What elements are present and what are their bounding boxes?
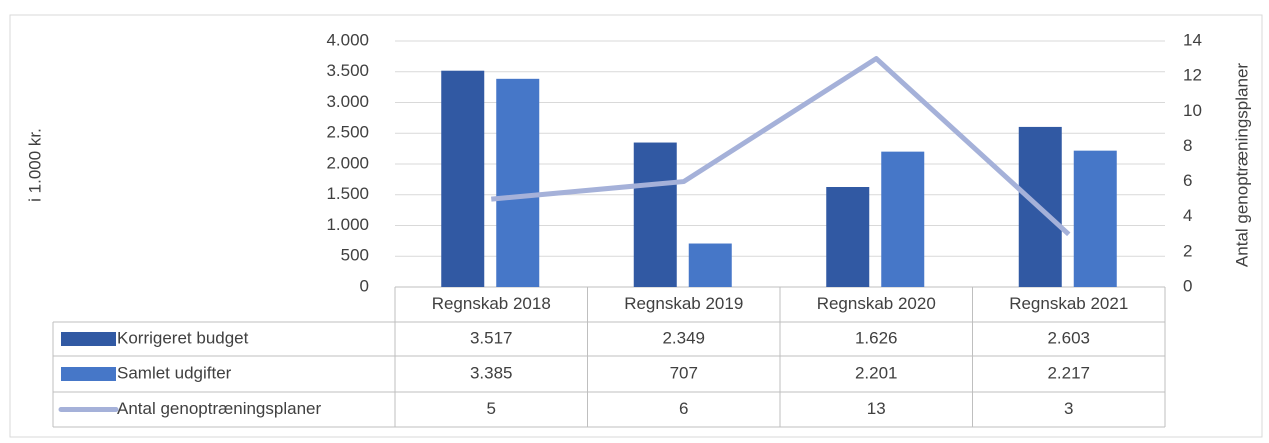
bar bbox=[1073, 150, 1117, 287]
y2-tick-label: 12 bbox=[1183, 66, 1202, 85]
y-tick-label: 1.500 bbox=[326, 184, 369, 203]
table-cell: 6 bbox=[679, 399, 688, 418]
y-tick-label: 1.000 bbox=[326, 215, 369, 234]
x-tick-label: Regnskab 2021 bbox=[1009, 294, 1128, 313]
y2-tick-label: 8 bbox=[1183, 136, 1192, 155]
table-cell: 2.349 bbox=[662, 328, 705, 347]
y-tick-label: 3.000 bbox=[326, 92, 369, 111]
x-tick-label: Regnskab 2019 bbox=[624, 294, 743, 313]
table-cell: 707 bbox=[670, 363, 698, 382]
bar bbox=[633, 142, 677, 287]
x-tick-label: Regnskab 2018 bbox=[432, 294, 551, 313]
y-tick-label: 2.500 bbox=[326, 123, 369, 142]
legend-swatch bbox=[61, 367, 116, 381]
table-cell: 2.603 bbox=[1047, 328, 1090, 347]
bar bbox=[441, 70, 485, 287]
y2-tick-label: 6 bbox=[1183, 171, 1192, 190]
table-cell: 5 bbox=[487, 399, 496, 418]
y-tick-label: 3.500 bbox=[326, 61, 369, 80]
y2-tick-label: 0 bbox=[1183, 276, 1192, 295]
y-tick-label: 4.000 bbox=[326, 30, 369, 49]
bar bbox=[881, 151, 925, 287]
table-cell: 3 bbox=[1064, 399, 1073, 418]
table-cell: 2.201 bbox=[855, 363, 898, 382]
y2-tick-label: 14 bbox=[1183, 30, 1202, 49]
bar bbox=[826, 187, 870, 287]
y2-tick-label: 2 bbox=[1183, 241, 1192, 260]
legend-label: Samlet udgifter bbox=[117, 363, 232, 382]
x-tick-label: Regnskab 2020 bbox=[817, 294, 936, 313]
y-tick-label: 2.000 bbox=[326, 153, 369, 172]
legend-label: Antal genoptræningsplaner bbox=[117, 399, 321, 418]
y-axis-label: i 1.000 kr. bbox=[25, 128, 44, 202]
table-cell: 3.385 bbox=[470, 363, 513, 382]
table-cell: 13 bbox=[867, 399, 886, 418]
y-tick-label: 0 bbox=[360, 276, 369, 295]
legend-label: Korrigeret budget bbox=[117, 328, 249, 347]
table-cell: 2.217 bbox=[1047, 363, 1090, 382]
legend-swatch bbox=[61, 332, 116, 346]
y2-tick-label: 10 bbox=[1183, 101, 1202, 120]
y2-axis-label: Antal genoptræningsplaner bbox=[1232, 63, 1251, 267]
y-tick-label: 500 bbox=[341, 246, 369, 265]
table-cell: 3.517 bbox=[470, 328, 513, 347]
bar bbox=[496, 78, 540, 287]
table-cell: 1.626 bbox=[855, 328, 898, 347]
line bbox=[491, 56, 1071, 237]
y2-tick-label: 4 bbox=[1183, 206, 1192, 225]
bar bbox=[688, 243, 732, 287]
